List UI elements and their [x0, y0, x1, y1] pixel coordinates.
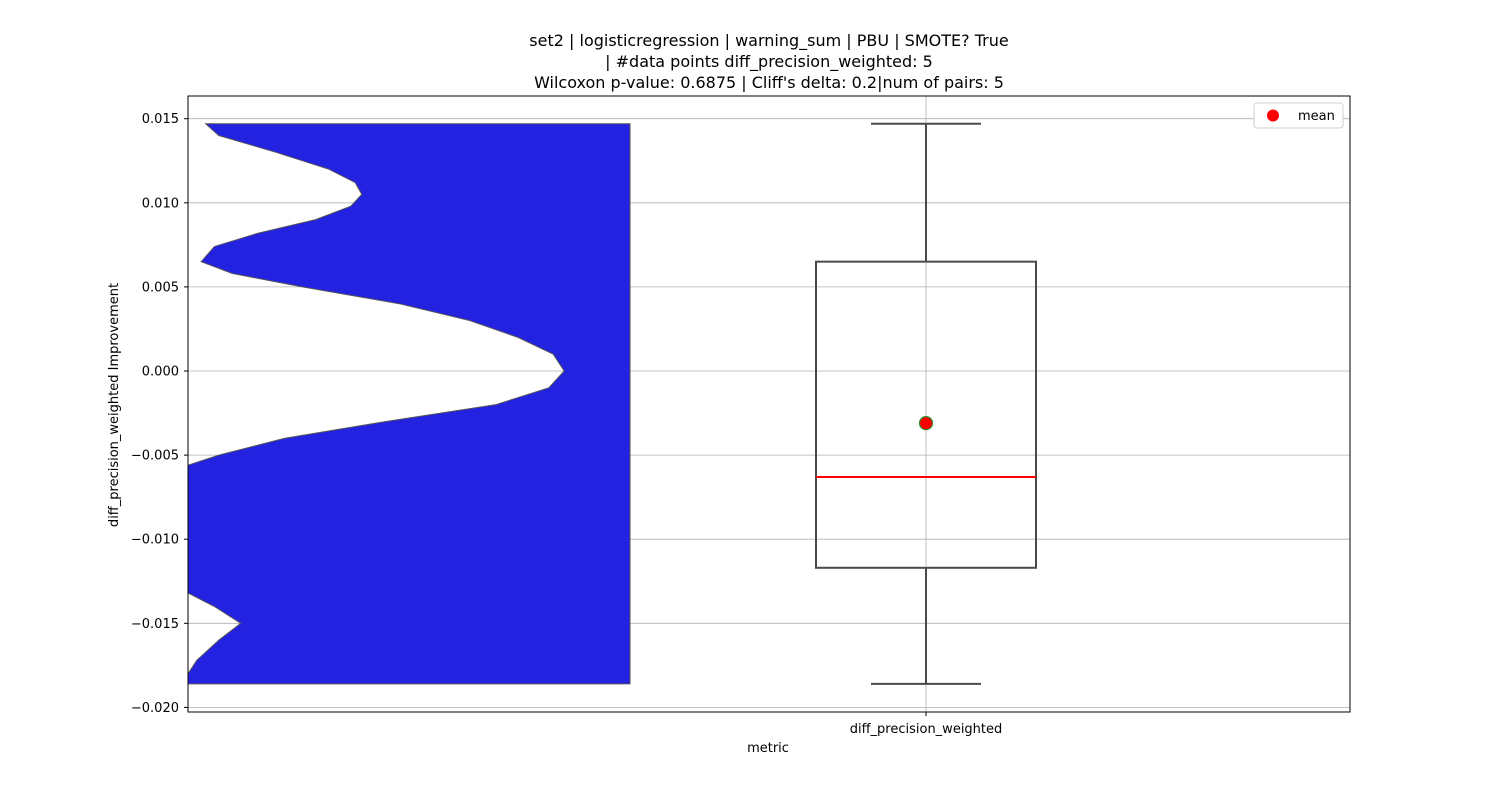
chart-title: set2 | logisticregression | warning_sum …	[529, 31, 1008, 92]
legend-mean-label: mean	[1298, 109, 1335, 124]
chart-title-line-1: set2 | logisticregression | warning_sum …	[529, 31, 1008, 51]
box-plot	[815, 122, 1037, 685]
y-tick-label: −0.005	[131, 449, 179, 464]
y-tick-label: −0.015	[131, 617, 179, 632]
mean-marker	[918, 416, 934, 431]
violin	[187, 123, 631, 685]
legend-mean-marker	[1267, 109, 1279, 122]
y-tick-label: 0.000	[142, 365, 179, 380]
legend: mean	[1253, 102, 1344, 129]
legend-frame	[1253, 102, 1344, 129]
violin-body	[187, 123, 631, 685]
y-tick-label: 0.015	[142, 112, 179, 127]
y-tick-label: 0.005	[142, 280, 179, 295]
y-axis-label: diff_precision_weighted Improvement	[107, 283, 122, 527]
iqr-box	[815, 260, 1037, 569]
y-tick-label: −0.020	[131, 701, 179, 716]
chart-title-line-3: Wilcoxon p-value: 0.6875 | Cliff's delta…	[534, 73, 1004, 92]
y-tick-label: 0.010	[142, 196, 179, 211]
plot-frame	[187, 95, 1351, 713]
chart-title-line-2: | #data points diff_precision_weighted: …	[605, 52, 933, 72]
y-tick-label: −0.010	[131, 533, 179, 548]
axes: 0.015 0.010 0.005 0.000 −0.005 −0.010 −0.015 −0…	[131, 95, 1351, 737]
x-axis-label: metric	[747, 741, 789, 756]
x-tick-label: diff_precision_weighted	[850, 722, 1003, 737]
